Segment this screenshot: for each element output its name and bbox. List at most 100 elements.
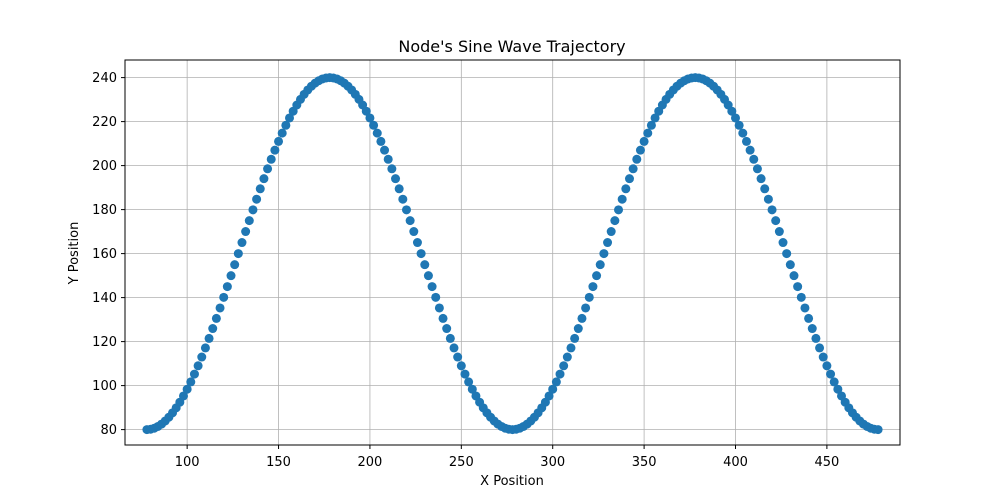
x-tick-label: 250: [449, 455, 474, 470]
y-tick-label: 100: [92, 379, 117, 394]
data-point: [222, 282, 232, 292]
y-axis-ticks: 80 100 120 140 160 180 200 220 240: [92, 71, 125, 438]
data-point: [621, 184, 631, 194]
y-tick-label: 140: [92, 291, 117, 306]
data-point: [376, 136, 386, 146]
x-tick-label: 300: [540, 455, 565, 470]
data-point: [643, 128, 653, 138]
data-point: [544, 391, 554, 401]
data-point: [193, 361, 203, 371]
x-tick-label: 100: [175, 455, 200, 470]
data-points: [142, 73, 883, 435]
data-point: [244, 216, 254, 226]
data-point: [826, 369, 836, 379]
data-point: [796, 292, 806, 302]
data-point: [215, 303, 225, 313]
data-point: [646, 120, 656, 130]
data-point: [372, 128, 382, 138]
data-point: [405, 216, 415, 226]
data-point: [270, 145, 280, 155]
data-point: [614, 205, 624, 215]
y-axis-label: Y Position: [67, 222, 82, 286]
data-point: [464, 377, 474, 387]
data-point: [588, 282, 598, 292]
data-point: [219, 292, 229, 302]
data-point: [387, 164, 397, 174]
x-axis-ticks: 100 150 200 250 300 350 400 450: [175, 445, 839, 470]
data-point: [789, 271, 799, 281]
data-point: [628, 164, 638, 174]
data-point: [460, 369, 470, 379]
data-point: [186, 377, 196, 387]
data-point: [763, 194, 773, 204]
data-point: [804, 313, 814, 323]
data-point: [178, 391, 188, 401]
plot-frame: [124, 59, 901, 446]
data-point: [793, 282, 803, 292]
data-point: [248, 205, 258, 215]
data-point: [427, 282, 437, 292]
y-tick-label: 80: [100, 423, 117, 438]
data-point: [760, 184, 770, 194]
x-tick-label: 150: [266, 455, 291, 470]
data-point: [548, 384, 558, 394]
data-point: [197, 352, 207, 362]
data-point: [727, 106, 737, 116]
data-point: [361, 106, 371, 116]
data-point: [610, 216, 620, 226]
data-point: [632, 154, 642, 164]
data-point: [266, 154, 276, 164]
data-point: [811, 333, 821, 343]
data-point: [445, 333, 455, 343]
data-point: [369, 120, 379, 130]
data-point: [409, 227, 419, 237]
data-point: [255, 184, 265, 194]
data-point: [738, 128, 748, 138]
data-point: [815, 343, 825, 353]
x-tick-label: 400: [723, 455, 748, 470]
data-point: [635, 145, 645, 155]
data-point: [650, 113, 660, 123]
data-point: [606, 227, 616, 237]
y-tick-label: 240: [92, 71, 117, 86]
data-point: [398, 194, 408, 204]
data-point: [752, 164, 762, 174]
data-point: [274, 136, 284, 146]
data-point: [211, 313, 221, 323]
data-point: [592, 271, 602, 281]
data-point: [595, 260, 605, 270]
data-point: [453, 352, 463, 362]
data-point: [566, 343, 576, 353]
data-point: [431, 292, 441, 302]
data-point: [237, 238, 247, 248]
data-point: [277, 128, 287, 138]
data-point: [785, 260, 795, 270]
data-point: [756, 174, 766, 184]
data-point: [383, 154, 393, 164]
data-point: [599, 249, 609, 259]
data-point: [182, 384, 192, 394]
data-point: [624, 174, 634, 184]
data-point: [416, 249, 426, 259]
data-point: [241, 227, 251, 237]
x-tick-label: 450: [814, 455, 839, 470]
data-point: [226, 271, 236, 281]
data-point: [559, 361, 569, 371]
data-point: [782, 249, 792, 259]
data-point: [442, 324, 452, 334]
data-point: [252, 194, 262, 204]
x-tick-label: 200: [358, 455, 383, 470]
y-tick-label: 160: [92, 247, 117, 262]
data-point: [741, 136, 751, 146]
data-point: [380, 145, 390, 155]
data-point: [230, 260, 240, 270]
data-point: [833, 384, 843, 394]
data-point: [584, 292, 594, 302]
data-point: [263, 164, 273, 174]
data-point: [581, 303, 591, 313]
data-point: [365, 113, 375, 123]
x-axis-label: X Position: [480, 474, 544, 489]
data-point: [734, 120, 744, 130]
data-point: [259, 174, 269, 184]
data-point: [449, 343, 459, 353]
